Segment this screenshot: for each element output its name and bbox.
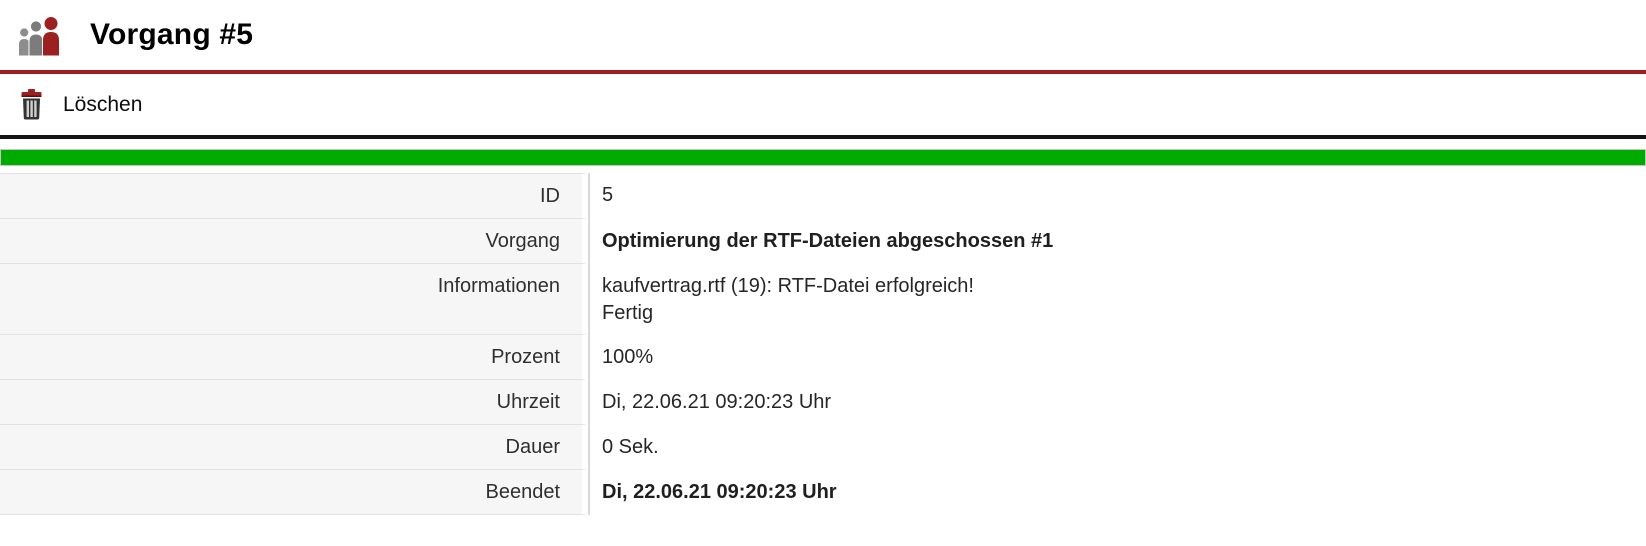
progress-fill (1, 150, 1645, 165)
row-value: 100% (602, 346, 654, 368)
table-row-beendet: Beendet Di, 22.06.21 09:20:23 Uhr (0, 470, 1646, 515)
page-header: Vorgang #5 (0, 0, 1646, 70)
table-row-id: ID 5 (0, 173, 1646, 219)
column-divider (588, 264, 590, 335)
row-value: Di, 22.06.21 09:20:23 Uhr (602, 481, 837, 503)
black-divider (0, 135, 1646, 139)
column-divider (588, 335, 590, 380)
trash-icon (21, 89, 42, 120)
progress-bar (0, 149, 1646, 166)
row-value: kaufvertrag.rtf (19): RTF-Datei erfolgre… (602, 275, 974, 324)
row-value: 5 (602, 184, 614, 206)
column-divider (588, 173, 590, 219)
column-divider (588, 470, 590, 515)
row-label: Vorgang (0, 219, 588, 264)
row-value: Optimierung der RTF-Dateien abgeschossen… (602, 230, 1054, 252)
detail-table: ID 5 Vorgang Optimierung der RTF-Dateien… (0, 173, 1646, 515)
column-divider (588, 425, 590, 470)
row-label: Uhrzeit (0, 380, 588, 425)
row-label: Beendet (0, 470, 588, 515)
users-icon (18, 16, 60, 56)
table-row-dauer: Dauer 0 Sek. (0, 425, 1646, 470)
red-divider (0, 70, 1646, 74)
row-label: Prozent (0, 335, 588, 380)
page-title: Vorgang #5 (90, 18, 254, 51)
table-row-prozent: Prozent 100% (0, 335, 1646, 380)
table-row-uhrzeit: Uhrzeit Di, 22.06.21 09:20:23 Uhr (0, 380, 1646, 425)
row-label: Dauer (0, 425, 588, 470)
delete-button[interactable]: Löschen (0, 89, 142, 120)
row-value: 0 Sek. (602, 436, 659, 458)
row-label: ID (0, 173, 588, 219)
table-row-vorgang: Vorgang Optimierung der RTF-Dateien abge… (0, 219, 1646, 264)
column-divider (588, 219, 590, 264)
table-row-informationen: Informationen kaufvertrag.rtf (19): RTF-… (0, 264, 1646, 335)
delete-button-label: Löschen (63, 92, 143, 116)
column-divider (588, 380, 590, 425)
row-value: Di, 22.06.21 09:20:23 Uhr (602, 391, 832, 413)
toolbar: Löschen (0, 74, 1646, 135)
row-label: Informationen (0, 264, 588, 335)
